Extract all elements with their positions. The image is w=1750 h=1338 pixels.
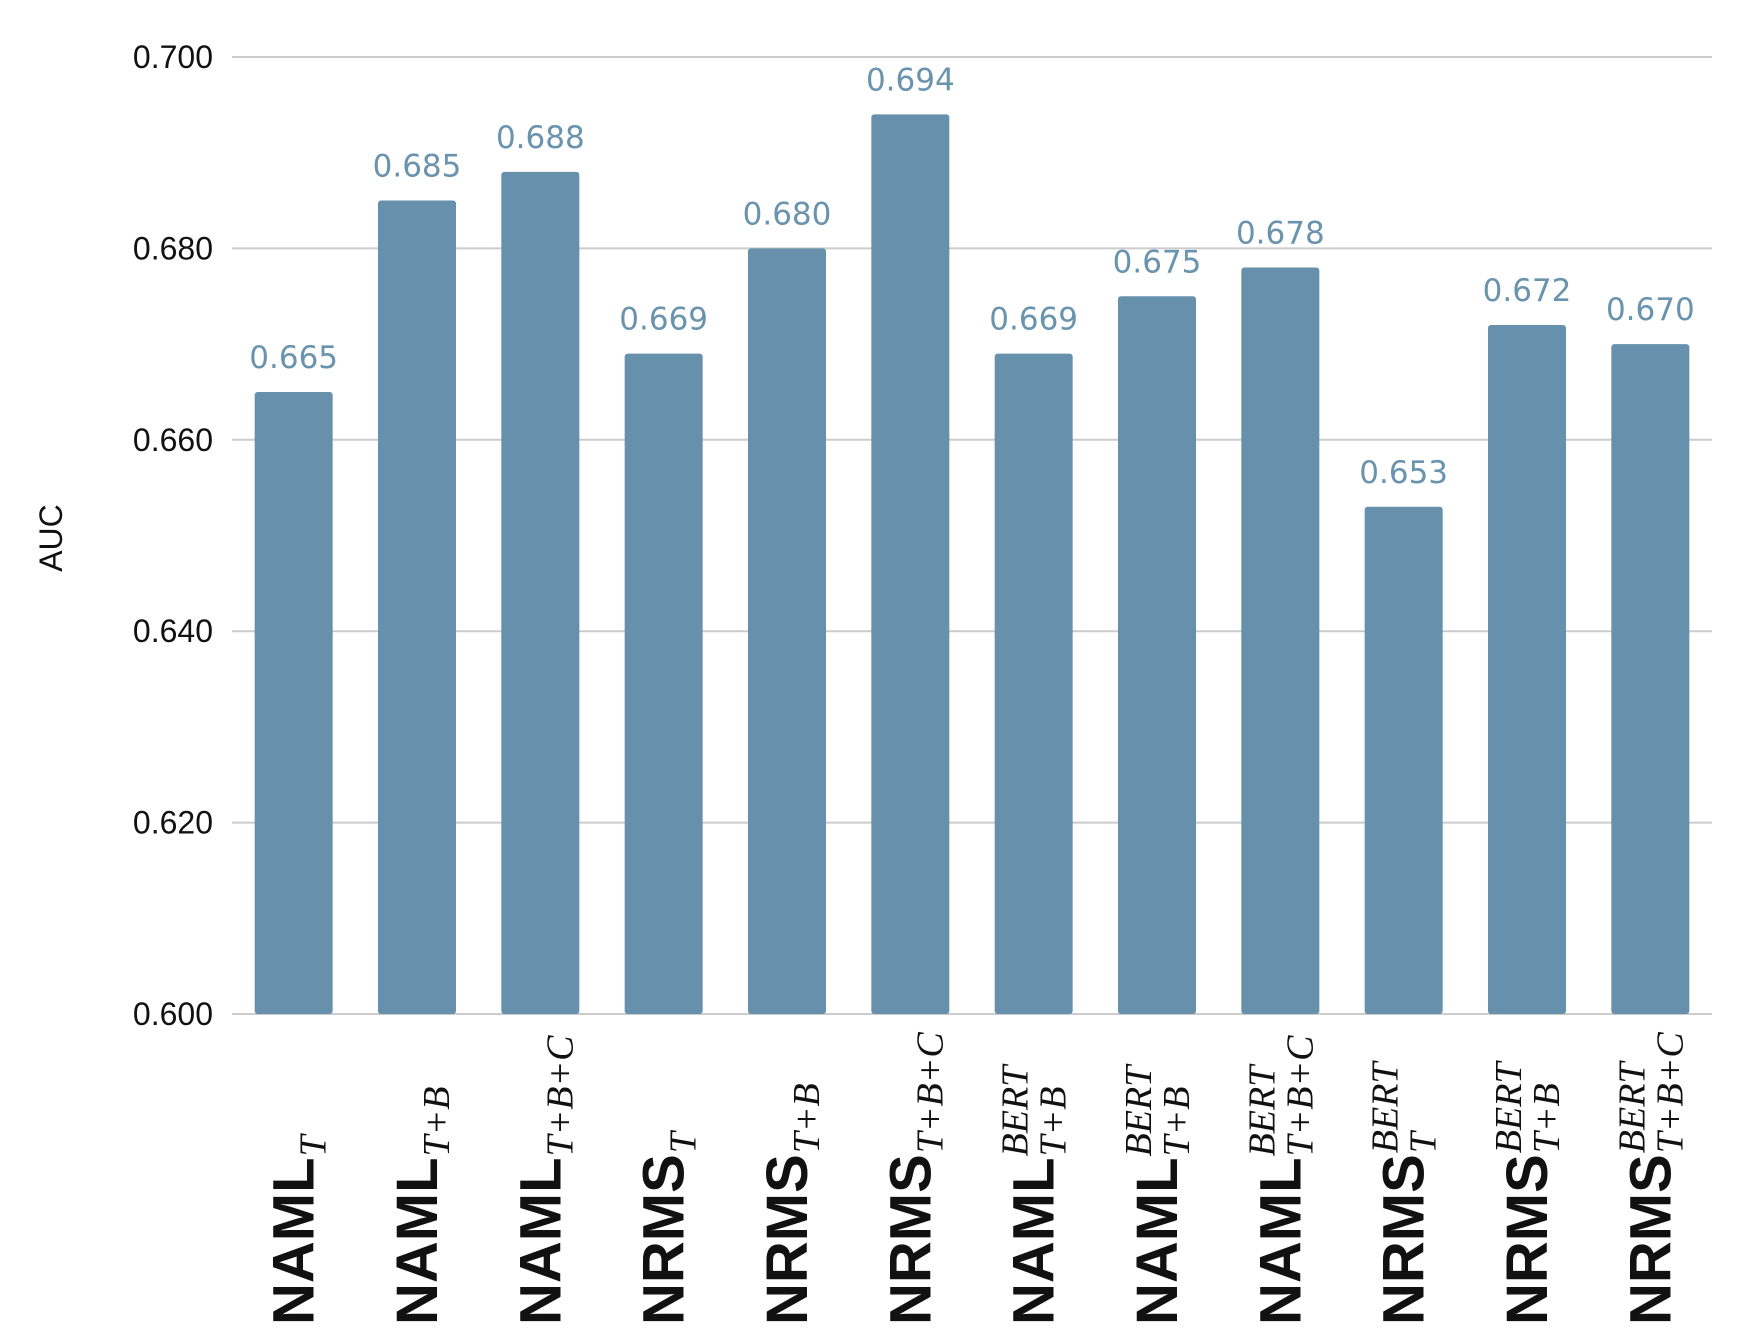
x-tick-label-subscript: T [663,1129,705,1153]
y-tick-label: 0.700 [133,39,213,75]
x-tick-label-base: NAML [262,1157,327,1325]
bar [624,353,703,1014]
value-label: 0.678 [1236,216,1325,252]
bar [254,391,333,1014]
bar [1364,506,1443,1014]
value-labels: 0.665 0.685 0.688 0.669 0.680 0.694 0.669 0.675… [249,62,1694,490]
x-tick-label-subscript: T+B [416,1086,458,1156]
x-tick-label-subscript: T [293,1132,335,1156]
x-tick-label-superscript: BERT [995,1063,1037,1157]
x-tick-label-base: NRMS [1495,1154,1560,1325]
x-tick-label-superscript: BERT [1365,1060,1407,1154]
x-tick-label-subscript: T+B [786,1083,828,1153]
x-tick-label-base: NRMS [878,1154,943,1325]
x-tick-label-subscript: T+B+C [539,1035,581,1157]
x-tick-label-subscript: T+B [1156,1086,1198,1156]
value-label: 0.653 [1359,455,1448,491]
bar [871,114,950,1015]
x-axis-category-labels: NAMLTNAMLT+BNAMLT+B+CNRMSTNRMST+BNRMST+B… [262,1032,1692,1325]
grid-lines [232,56,1712,1015]
x-tick-label-base: NRMS [755,1154,820,1325]
bar [1118,296,1196,1014]
y-axis-ticks: 0.600 0.620 0.640 0.660 0.680 0.700 [133,39,213,1032]
bar [378,200,456,1015]
bars [254,114,1690,1015]
value-label: 0.665 [249,340,338,376]
bar [994,353,1073,1014]
value-label: 0.694 [866,62,955,98]
x-tick-label-subscript: T+B+C [1649,1032,1691,1154]
x-tick-label-base: NAML [1248,1157,1313,1325]
x-tick-label-subscript: T+B [1033,1086,1075,1156]
value-label: 0.675 [1113,244,1202,280]
y-tick-label: 0.600 [133,996,213,1032]
bar [1488,324,1566,1015]
x-tick-label-base: NAML [1125,1157,1190,1325]
x-tick-label-subscript: T+B [1526,1083,1568,1153]
y-tick-label: 0.640 [133,613,213,649]
x-tick-label-subscript: T+B+C [1279,1035,1321,1157]
y-axis-title: AUC [33,504,69,572]
x-tick-label-superscript: BERT [1488,1060,1530,1154]
x-tick-label-base: NAML [508,1157,573,1325]
x-tick-label-base: NAML [1002,1157,1067,1325]
x-tick-label-superscript: BERT [1241,1063,1283,1157]
value-label: 0.669 [989,302,1078,338]
value-label: 0.688 [496,120,585,156]
bar [748,248,826,1014]
x-tick-label-base: NRMS [1372,1154,1437,1325]
bar [1241,267,1320,1014]
x-tick-label-base: NAML [385,1157,450,1325]
x-tick-label-superscript: BERT [1118,1063,1160,1157]
y-tick-label: 0.680 [133,230,213,266]
value-label: 0.672 [1483,273,1572,309]
value-label: 0.680 [743,196,832,232]
x-tick-label-base: NRMS [1618,1154,1683,1325]
value-label: 0.670 [1606,292,1695,328]
value-label: 0.669 [619,302,708,338]
x-tick-label-superscript: BERT [1611,1060,1653,1154]
bar [1611,344,1690,1015]
y-tick-label: 0.620 [133,805,213,841]
bar [501,171,580,1015]
value-label: 0.685 [373,149,462,185]
x-tick-label-base: NRMS [632,1154,697,1325]
x-tick-label-subscript: T+B+C [909,1032,951,1154]
x-tick-label-subscript: T [1403,1129,1445,1153]
y-tick-label: 0.660 [133,422,213,458]
